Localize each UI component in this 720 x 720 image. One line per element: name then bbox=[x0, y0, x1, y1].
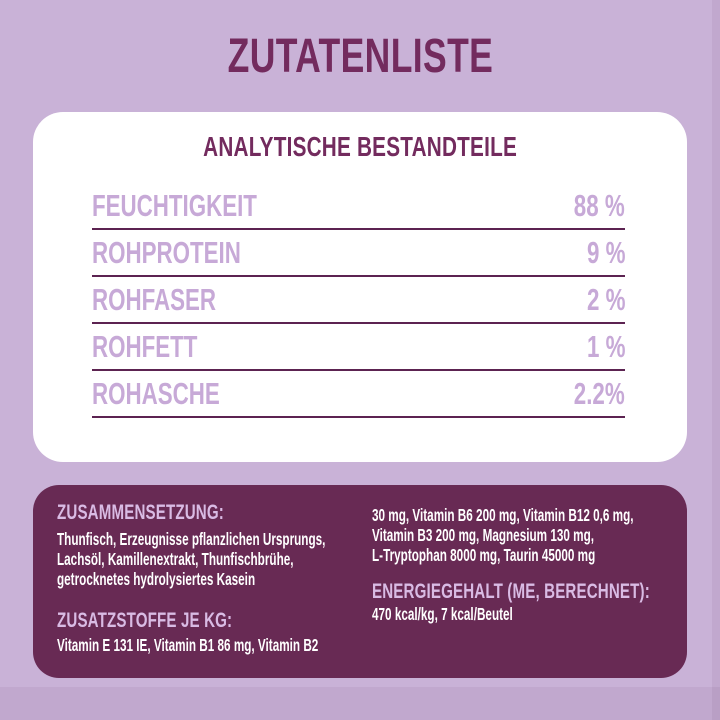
row-label: ROHFETT bbox=[92, 328, 198, 364]
row-label: FEUCHTIGKEIT bbox=[92, 187, 257, 223]
row-value: 2.2% bbox=[574, 375, 625, 411]
composition-heading: ZUSAMMENSETZUNG: bbox=[57, 501, 224, 524]
analytical-card-heading: ANALYTISCHE BESTANDTEILE bbox=[203, 131, 517, 162]
composition-body: Thunfisch, Erzeugnisse pflanzlichen Ursp… bbox=[57, 529, 326, 589]
analytical-table: FEUCHTIGKEIT 88 % ROHPROTEIN 9 % ROHFASE… bbox=[92, 183, 625, 418]
analytical-card: ANALYTISCHE BESTANDTEILE FEUCHTIGKEIT 88… bbox=[33, 112, 687, 462]
row-value: 1 % bbox=[586, 328, 625, 364]
row-value: 2 % bbox=[586, 281, 625, 317]
page-title: ZUTATENLISTE bbox=[227, 29, 493, 83]
analytical-card-header: ANALYTISCHE BESTANDTEILE bbox=[33, 112, 687, 161]
additives-body-left: Vitamin E 131 IE, Vitamin B1 86 mg, Vita… bbox=[57, 635, 319, 655]
package-edge-shade-bottom bbox=[0, 687, 720, 720]
info-panel-right-column: 30 mg, Vitamin B6 200 mg, Vitamin B12 0,… bbox=[372, 501, 663, 678]
table-row: ROHPROTEIN 9 % bbox=[92, 230, 625, 277]
table-row: ROHFETT 1 % bbox=[92, 324, 625, 371]
row-value: 9 % bbox=[586, 234, 625, 270]
info-panel-left-column: ZUSAMMENSETZUNG: Thunfisch, Erzeugnisse … bbox=[57, 501, 348, 678]
package-edge-shade-right bbox=[712, 0, 720, 720]
header: ZUTATENLISTE bbox=[0, 0, 720, 112]
info-panel: ZUSAMMENSETZUNG: Thunfisch, Erzeugnisse … bbox=[33, 485, 687, 678]
additives-heading: ZUSATZSTOFFE JE KG: bbox=[57, 609, 233, 632]
row-label: ROHFASER bbox=[92, 281, 217, 317]
table-row: ROHFASER 2 % bbox=[92, 277, 625, 324]
row-label: ROHASCHE bbox=[92, 375, 220, 411]
energy-body: 470 kcal/kg, 7 kcal/Beutel bbox=[372, 604, 513, 624]
table-row: FEUCHTIGKEIT 88 % bbox=[92, 183, 625, 230]
table-row: ROHASCHE 2.2% bbox=[92, 371, 625, 418]
additives-body-right: 30 mg, Vitamin B6 200 mg, Vitamin B12 0,… bbox=[372, 505, 634, 565]
row-label: ROHPROTEIN bbox=[92, 234, 241, 270]
energy-heading: ENERGIEGEHALT (ME, BERECHNET): bbox=[372, 580, 650, 603]
row-value: 88 % bbox=[574, 187, 625, 223]
